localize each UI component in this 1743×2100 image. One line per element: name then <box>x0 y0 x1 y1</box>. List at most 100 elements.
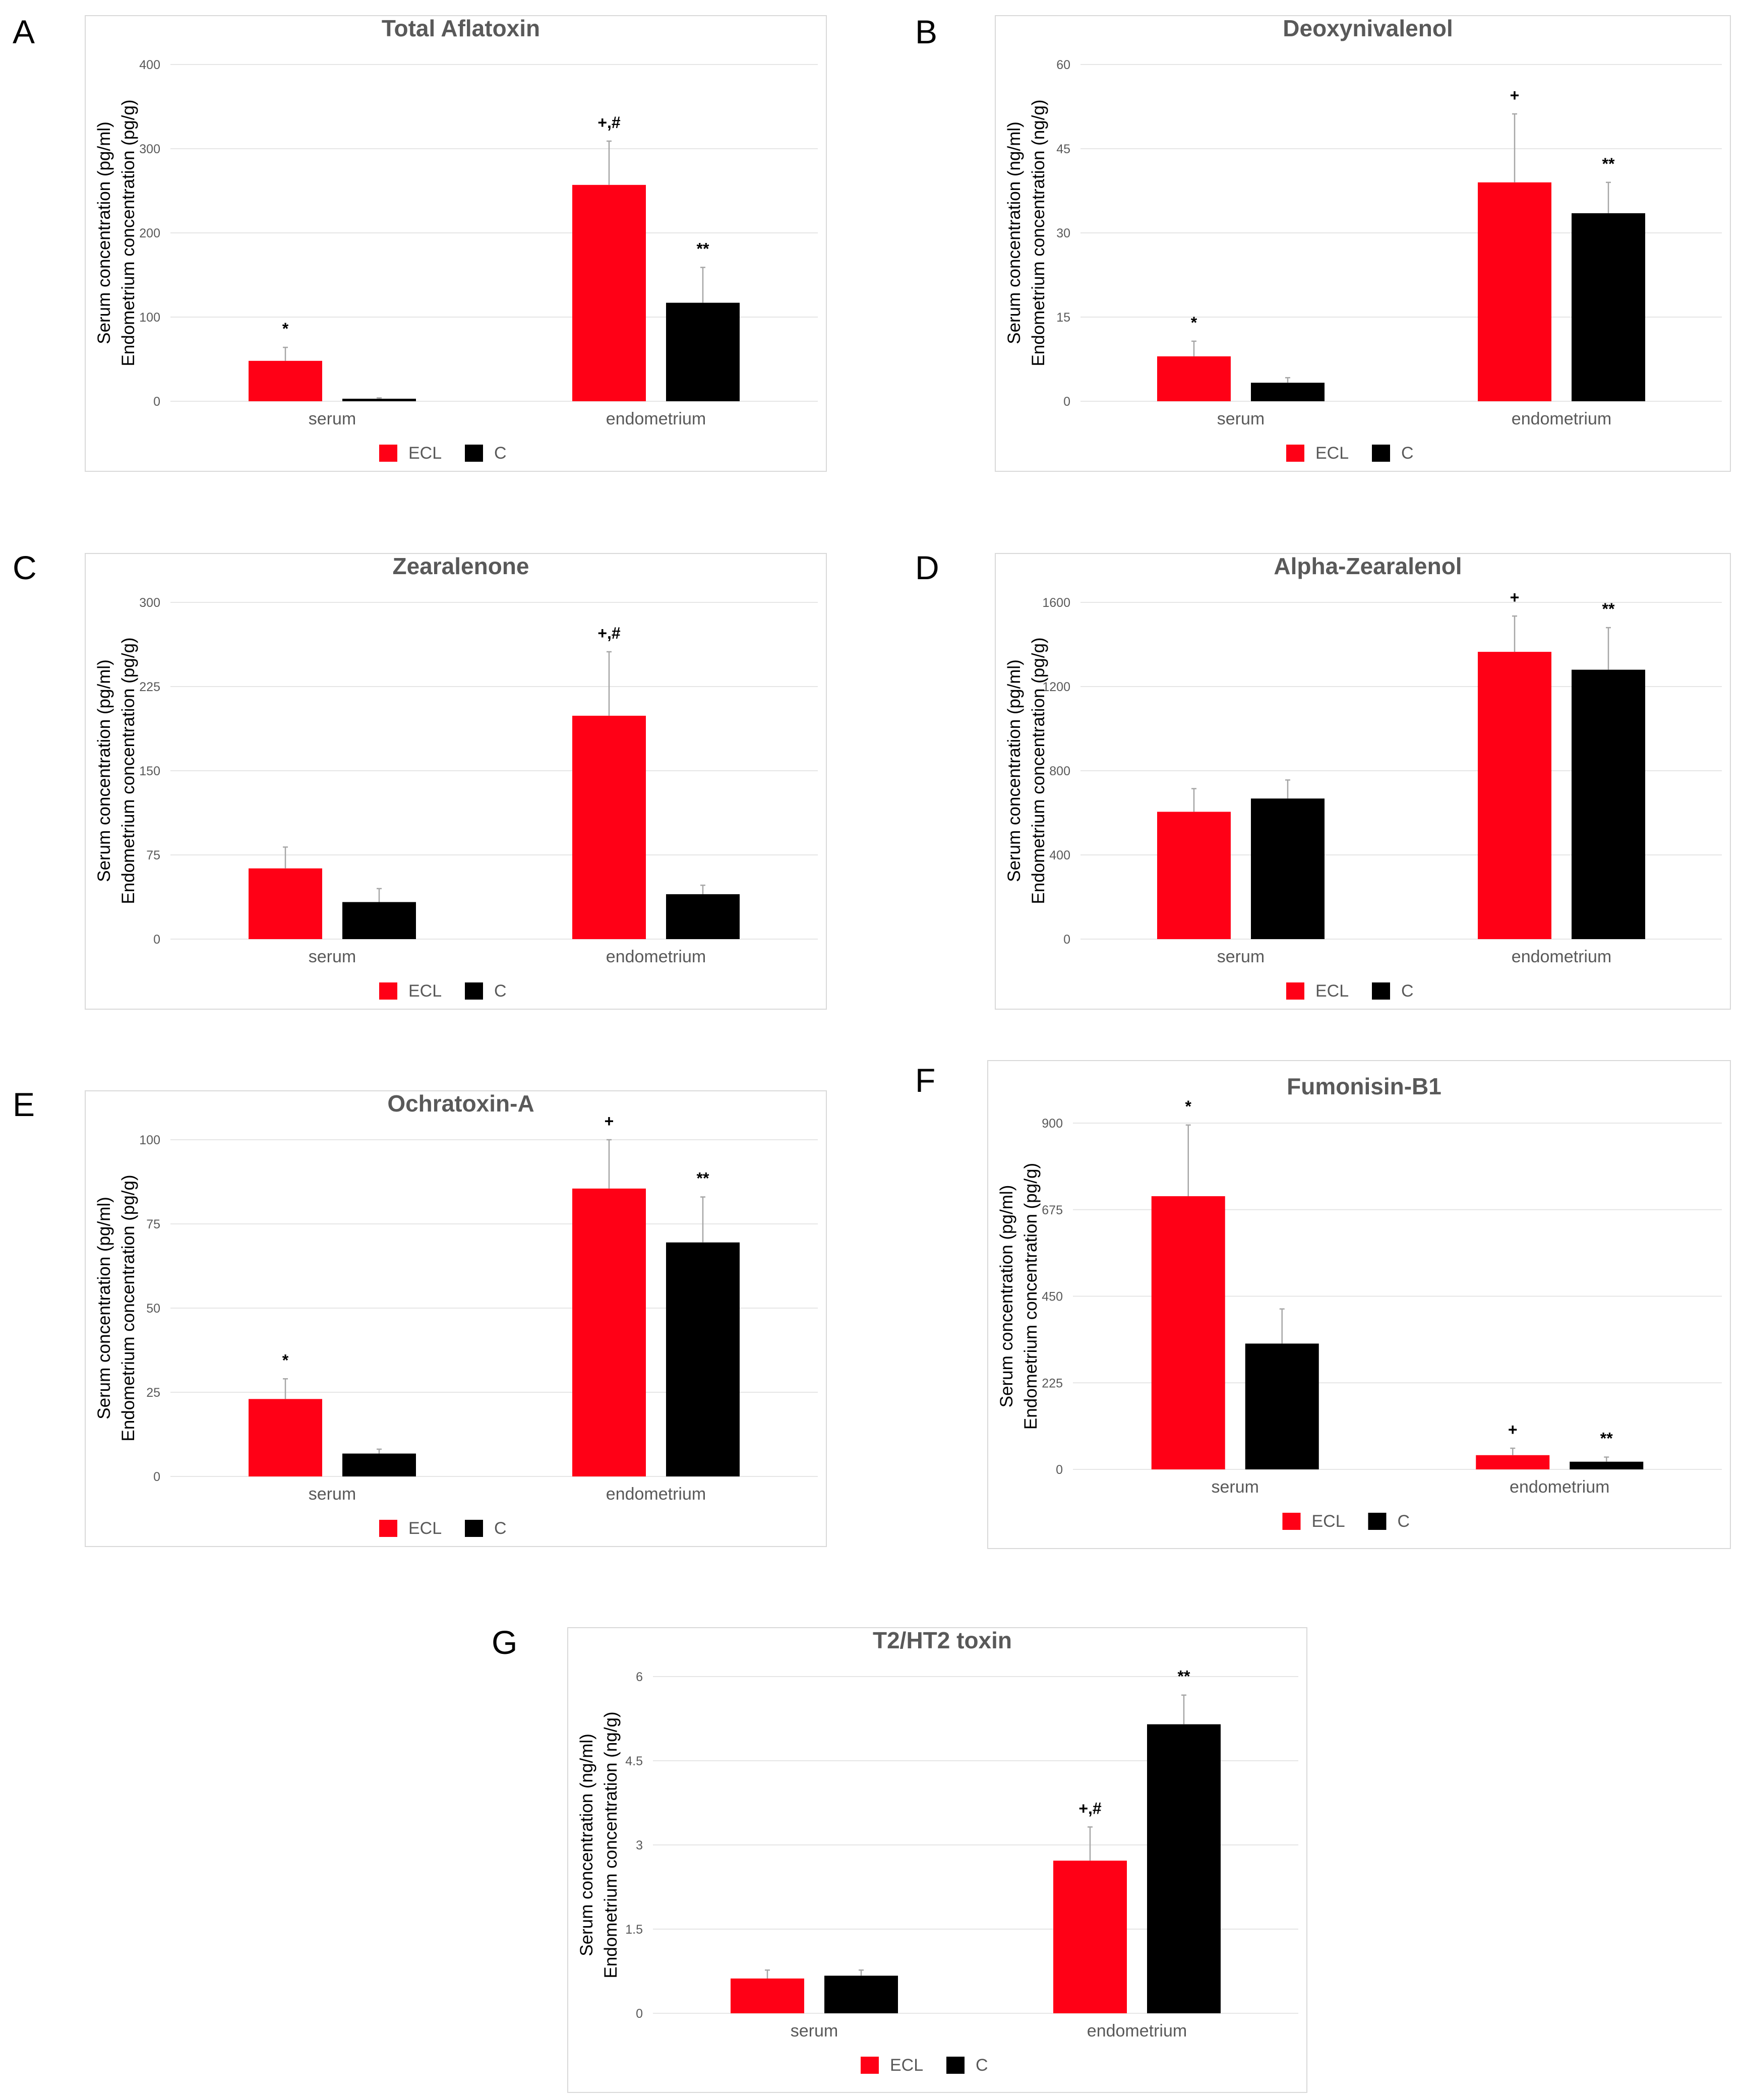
y-tick-label: 300 <box>139 142 160 156</box>
significance-mark: ** <box>697 239 709 258</box>
bar-c-serum <box>1251 383 1325 401</box>
bar-c-endometrium <box>666 302 740 401</box>
significance-mark: +,# <box>597 113 621 132</box>
y-axis-label: Endometrium concentration (pg/g) <box>1021 1163 1041 1430</box>
category-label: serum <box>309 409 356 428</box>
panel-letter-b: B <box>915 13 938 50</box>
y-axis-label: Serum concentration (pg/ml) <box>94 659 114 882</box>
legend-swatch-c <box>1372 445 1390 462</box>
y-tick-label: 400 <box>1049 848 1070 862</box>
chart-panel-c: Zearalenone 0 75 150 225 300 Serum concentrati… <box>85 553 827 1010</box>
legend-swatch-ecl <box>379 445 397 462</box>
chart-frame <box>85 15 827 472</box>
chart-panel-a: Total Aflatoxin 0 100 200 300 400 Serum concen… <box>85 15 827 472</box>
legend-swatch-c <box>465 982 483 1000</box>
y-tick-label: 0 <box>153 395 160 409</box>
y-axis-label: Endometrium concentration (pg/g) <box>118 99 138 366</box>
y-tick-label: 0 <box>1063 933 1070 947</box>
bar-c-endometrium <box>1572 213 1645 401</box>
category-label: serum <box>791 2021 838 2041</box>
y-tick-label: 1.5 <box>625 1923 643 1937</box>
y-tick-label: 400 <box>139 58 160 72</box>
category-label: serum <box>309 947 356 966</box>
bar-ecl-endometrium <box>1476 1455 1550 1469</box>
significance-mark: ** <box>1602 155 1615 173</box>
legend-label-ecl: ECL <box>1315 981 1349 1001</box>
bar-ecl-endometrium <box>1053 1861 1127 2013</box>
y-axis-label: Serum concentration (ng/ml) <box>1004 121 1024 344</box>
bar-ecl-serum <box>249 1399 322 1476</box>
legend-swatch-c <box>465 1520 483 1537</box>
y-tick-label: 675 <box>1042 1203 1063 1217</box>
y-tick-label: 0 <box>1056 1463 1063 1477</box>
y-tick-label: 30 <box>1056 226 1070 240</box>
panel-letter-a: A <box>13 13 35 50</box>
chart-panel-e: Ochratoxin-A 0 25 50 75 100 Serum concentratio… <box>85 1090 827 1547</box>
panel-letter-d: D <box>915 549 939 586</box>
y-axis-label: Endometrium concentration (ng/g) <box>601 1711 621 1978</box>
chart-frame <box>85 553 827 1010</box>
significance-mark: ** <box>1602 600 1615 618</box>
bar-c-serum <box>342 398 416 401</box>
y-tick-label: 100 <box>139 1133 160 1147</box>
chart-title: Total Aflatoxin <box>382 15 540 41</box>
legend-swatch-c <box>1368 1513 1387 1530</box>
bar-c-endometrium <box>1147 1724 1221 2013</box>
legend-label-ecl: ECL <box>1315 444 1349 463</box>
y-tick-label: 50 <box>146 1302 160 1316</box>
y-tick-label: 800 <box>1049 764 1070 778</box>
legend-swatch-ecl <box>1286 445 1304 462</box>
significance-mark: ** <box>697 1169 709 1188</box>
chart-frame <box>987 1060 1731 1549</box>
bar-ecl-serum <box>249 868 322 939</box>
y-tick-label: 45 <box>1056 142 1070 156</box>
y-tick-label: 225 <box>1042 1376 1063 1390</box>
y-tick-label: 1600 <box>1042 596 1070 610</box>
y-tick-label: 25 <box>146 1386 160 1400</box>
y-tick-label: 450 <box>1042 1290 1063 1304</box>
category-label: endometrium <box>1087 2021 1187 2041</box>
panel-letter-e: E <box>13 1086 35 1123</box>
category-label: endometrium <box>606 409 706 428</box>
category-label: serum <box>1212 1477 1259 1497</box>
legend-swatch-ecl <box>379 1520 397 1537</box>
legend-swatch-c <box>465 445 483 462</box>
significance-mark: +,# <box>1078 1799 1102 1817</box>
y-axis-label: Endometrium concentration (ng/g) <box>1029 99 1048 366</box>
y-tick-label: 300 <box>139 596 160 610</box>
y-tick-label: 75 <box>146 848 160 862</box>
y-axis-label: Endometrium concentration (pg/g) <box>118 1175 138 1441</box>
legend-label-c: C <box>1401 444 1414 463</box>
panel-letter-g: G <box>492 1624 518 1661</box>
y-axis-label: Serum concentration (pg/ml) <box>94 1197 114 1419</box>
legend-label-ecl: ECL <box>408 981 442 1001</box>
legend-label-c: C <box>494 981 507 1001</box>
bar-c-endometrium <box>1572 669 1645 939</box>
significance-mark: + <box>605 1112 614 1130</box>
legend-label-ecl: ECL <box>1312 1512 1345 1531</box>
category-label: endometrium <box>1510 1477 1609 1497</box>
legend-label-ecl: ECL <box>408 444 442 463</box>
panel-letter-c: C <box>13 549 37 586</box>
significance-mark: * <box>282 1351 289 1369</box>
category-label: serum <box>1217 409 1265 428</box>
y-axis-label: Serum concentration (pg/ml) <box>94 121 114 344</box>
chart-panel-d: Alpha-Zearalenol 0 400 800 1200 1600 Serum con… <box>995 553 1731 1010</box>
y-tick-label: 60 <box>1056 58 1070 72</box>
legend-label-c: C <box>1398 1512 1410 1531</box>
legend-label-ecl: ECL <box>408 1519 442 1538</box>
y-axis-label: Serum concentration (ng/ml) <box>577 1734 596 1956</box>
significance-mark: + <box>1510 588 1520 606</box>
significance-mark: * <box>282 320 289 338</box>
chart-panel-f: Fumonisin-B1 0 225 450 675 900 Serum concentra… <box>987 1060 1731 1549</box>
legend-label-c: C <box>976 2056 988 2075</box>
bar-c-endometrium <box>666 894 740 939</box>
significance-mark: + <box>1508 1420 1518 1439</box>
y-tick-label: 0 <box>153 933 160 947</box>
significance-mark: ** <box>1178 1667 1190 1686</box>
bar-ecl-serum <box>1157 356 1231 401</box>
bar-ecl-serum <box>731 1978 804 2013</box>
chart-title: Fumonisin-B1 <box>1287 1073 1441 1099</box>
legend-label-ecl: ECL <box>890 2056 923 2075</box>
category-label: endometrium <box>1512 947 1611 966</box>
